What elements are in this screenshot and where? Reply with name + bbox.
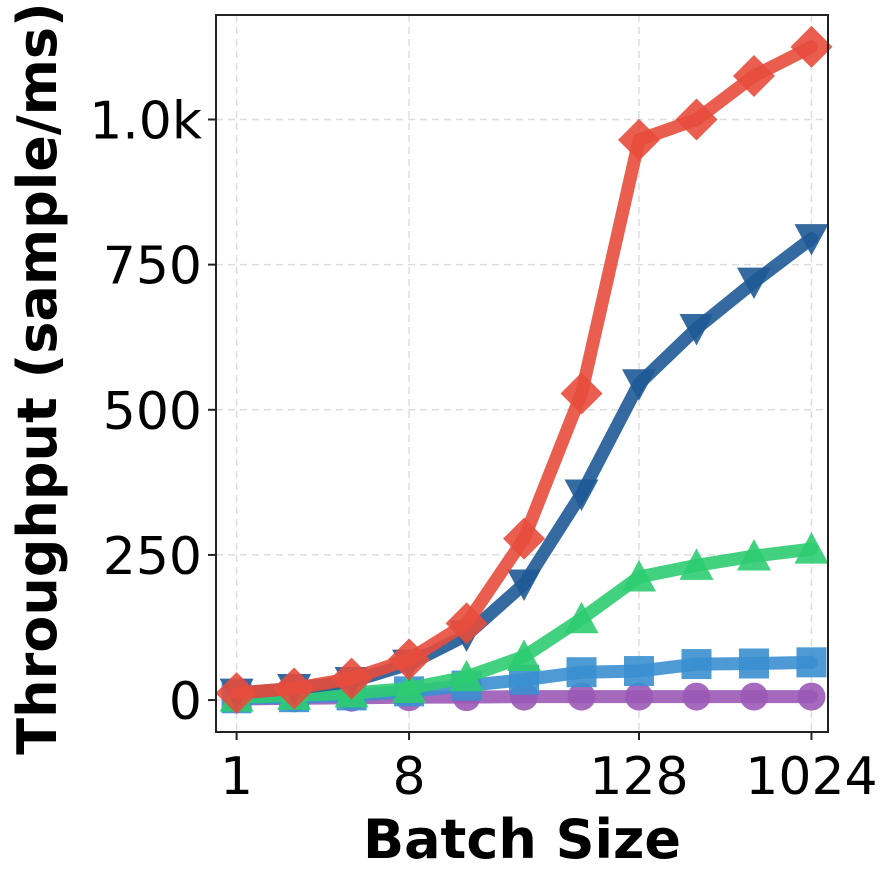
y-tick-label: 500 — [103, 382, 202, 442]
data-point — [675, 98, 718, 141]
y-tick-label: 1.0k — [89, 92, 202, 152]
data-point — [330, 657, 373, 700]
x-tick-label: 1024 — [745, 747, 877, 807]
data-point — [622, 369, 657, 401]
data-point — [736, 539, 771, 571]
series-line — [230, 232, 818, 700]
data-point — [618, 118, 661, 161]
x-tick-label: 128 — [589, 747, 688, 807]
data-point — [679, 314, 714, 346]
data-point — [567, 682, 596, 711]
series-red-diamond — [215, 25, 833, 715]
data-point — [732, 54, 775, 97]
data-point — [794, 532, 829, 564]
data-point — [625, 682, 654, 711]
data-point — [738, 648, 769, 679]
data-point — [503, 517, 546, 560]
x-tick-label: 8 — [393, 747, 426, 807]
plot-frame — [215, 14, 829, 733]
y-tick-label: 750 — [103, 237, 202, 297]
x-tick-label: 1 — [220, 747, 253, 807]
x-axis-title: Batch Size — [363, 808, 681, 871]
grid-lines — [216, 15, 828, 732]
data-point — [564, 601, 599, 634]
y-axis-title: Throughput (sample/ms) — [6, 2, 69, 754]
data-point — [507, 639, 542, 671]
data-point — [449, 659, 484, 692]
data-point — [215, 672, 258, 715]
data-point — [564, 479, 599, 511]
data-point — [507, 569, 542, 601]
data-point — [388, 638, 431, 681]
data-point — [392, 671, 427, 703]
data-point — [794, 224, 829, 256]
data-point — [682, 682, 711, 711]
data-point — [796, 647, 827, 678]
data-point — [681, 649, 712, 680]
data-point — [445, 602, 488, 645]
data-point — [797, 682, 826, 711]
data-point — [679, 548, 714, 580]
y-tick-label: 250 — [103, 527, 202, 587]
data-point — [560, 372, 603, 415]
y-tick-label: 0 — [169, 672, 202, 732]
series-navy-triangle-down — [219, 224, 829, 711]
data-point — [622, 559, 657, 592]
data-point — [790, 25, 833, 68]
data-point — [624, 656, 655, 687]
data-point — [736, 267, 771, 300]
data-point — [566, 657, 597, 688]
data-point — [739, 682, 768, 711]
series-layer — [215, 25, 833, 715]
data-point — [273, 667, 316, 710]
axis-ticks: 1 8 128 1024 0 250 500 750 1.0k — [89, 92, 877, 807]
